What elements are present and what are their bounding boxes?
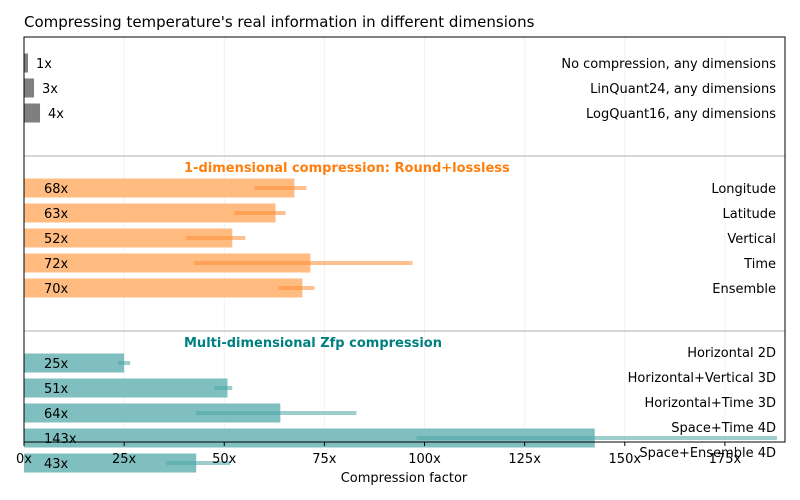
bar [24,78,35,98]
bar [24,453,197,473]
row-label: Latitude [722,207,776,222]
group-title: 1-dimensional compression: Round+lossles… [184,161,510,176]
bar [24,278,303,298]
x-tick-label: 100x [408,452,441,467]
row-label: No compression, any dimensions [561,57,776,72]
x-tick-label: 75x [312,452,337,467]
x-tick-label: 50x [212,452,237,467]
row-label: Space+Time 4D [671,421,776,436]
gridlines [24,37,785,442]
x-tick-label: 125x [508,452,541,467]
bar-value-label: 3x [42,82,58,97]
range-lines [118,186,777,465]
row-label: Vertical [727,232,776,247]
row-label: Horizontal+Time 3D [645,396,777,411]
labels: 1x No compression, any dimensions 3x LinQua… [36,57,776,472]
bar [24,103,41,123]
bar [24,353,125,373]
x-axis-label: Compression factor [341,471,468,486]
bar [24,253,311,273]
bar [24,53,29,73]
bar-value-label: 64x [44,407,69,422]
bar [24,228,233,248]
row-label: Horizontal+Vertical 3D [628,371,776,386]
bar-value-label: 70x [44,282,69,297]
chart-title: Compressing temperature's real informati… [24,13,535,31]
bar-value-label: 63x [44,207,69,222]
bar-value-label: 52x [44,232,69,247]
bar-value-label: 43x [44,457,69,472]
x-tick-label: 0x [16,452,32,467]
x-tick-label: 25x [112,452,137,467]
x-tick-label: 175x [709,452,742,467]
bar [24,403,281,423]
row-label: Longitude [711,182,776,197]
x-tick-label: 150x [609,452,642,467]
row-label: LinQuant24, any dimensions [590,82,776,97]
bar-value-label: 25x [44,357,69,372]
bar [24,428,595,448]
x-axis-ticks: 0x 25x 50x 75x 100x 125x 150x 175x [16,442,741,467]
plot-frame [23,36,786,443]
row-label: LogQuant16, any dimensions [586,107,776,122]
row-label: Space+Ensemble 4D [639,446,776,461]
bar-value-label: 51x [44,382,69,397]
bar-value-label: 1x [36,57,52,72]
row-label: Ensemble [712,282,776,297]
bar [24,378,228,398]
bars [24,53,595,473]
bar-value-label: 72x [44,257,69,272]
bar-value-label: 4x [48,107,64,122]
row-label: Horizontal 2D [687,346,776,361]
group-title: Multi-dimensional Zfp compression [184,336,442,351]
bar [24,203,276,223]
bar-value-label: 68x [44,182,69,197]
row-label: Time [743,257,776,272]
bar-value-label: 143x [44,432,77,447]
bar [24,178,295,198]
